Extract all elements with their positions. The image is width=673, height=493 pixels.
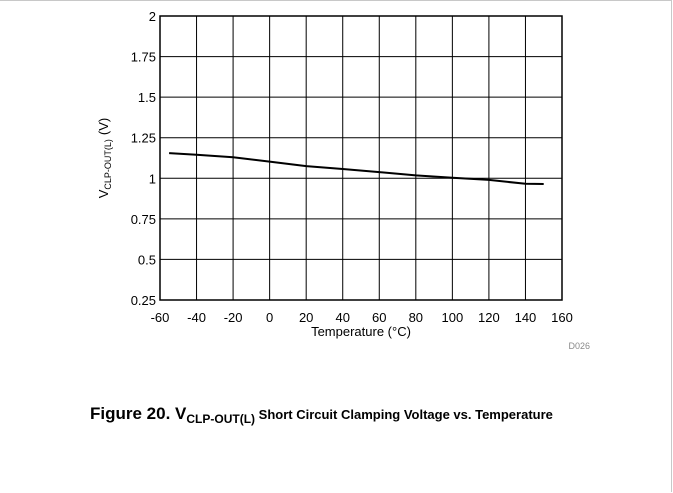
y-tick-label: 0.25 xyxy=(131,293,156,308)
y-tick-label: 0.75 xyxy=(131,212,156,227)
figure-caption: Figure 20. VCLP-OUT(L) Short Circuit Cla… xyxy=(90,404,553,426)
x-tick-label: 80 xyxy=(409,310,423,325)
figure-id: D026 xyxy=(568,341,590,351)
y-axis-title: VCLP-OUT(L) (V) xyxy=(96,118,113,199)
y-axis-title-symbol: V xyxy=(96,189,111,198)
caption-rest: Short Circuit Clamping Voltage vs. Tempe… xyxy=(255,407,553,422)
chart: -60 -40 -20 0 20 40 60 80 100 120 140 160 0.250.50.… xyxy=(96,9,590,351)
plot-frame xyxy=(159,15,563,301)
y-tick-label: 2 xyxy=(149,9,156,24)
x-tick-label: 60 xyxy=(372,310,386,325)
y-tick-label: 1.75 xyxy=(131,50,156,65)
series-line xyxy=(169,152,544,185)
x-tick-label: -20 xyxy=(224,310,243,325)
x-tick-label: 0 xyxy=(266,310,273,325)
x-tick-label: 120 xyxy=(478,310,500,325)
y-axis-title-unit: (V) xyxy=(96,118,111,135)
y-tick-label: 0.5 xyxy=(138,252,156,267)
y-tick-label: 1.25 xyxy=(131,131,156,146)
chart-grid xyxy=(159,15,563,301)
caption-subscript: CLP-OUT(L) xyxy=(186,412,256,426)
y-tick-label: 1.5 xyxy=(138,90,156,105)
x-tick-label: 160 xyxy=(551,310,573,325)
x-axis-title: Temperature (°C) xyxy=(311,324,411,339)
x-tick-label: 100 xyxy=(442,310,464,325)
x-tick-label: 140 xyxy=(515,310,537,325)
x-tick-label: 40 xyxy=(335,310,349,325)
y-tick-label: 1 xyxy=(149,171,156,186)
x-tick-label: 20 xyxy=(299,310,313,325)
x-tick-label: -40 xyxy=(187,310,206,325)
x-tick-label: -60 xyxy=(151,310,170,325)
y-axis-title-subscript: CLP-OUT(L) xyxy=(103,139,113,190)
x-axis-ticks: -60 -40 -20 0 20 40 60 80 100 120 140 160 xyxy=(151,310,573,325)
y-axis-ticks: 0.25 0.5 0.75 1 1.25 1.5 1.75 2 xyxy=(131,9,156,308)
caption-prefix: Figure 20. V xyxy=(90,404,187,423)
